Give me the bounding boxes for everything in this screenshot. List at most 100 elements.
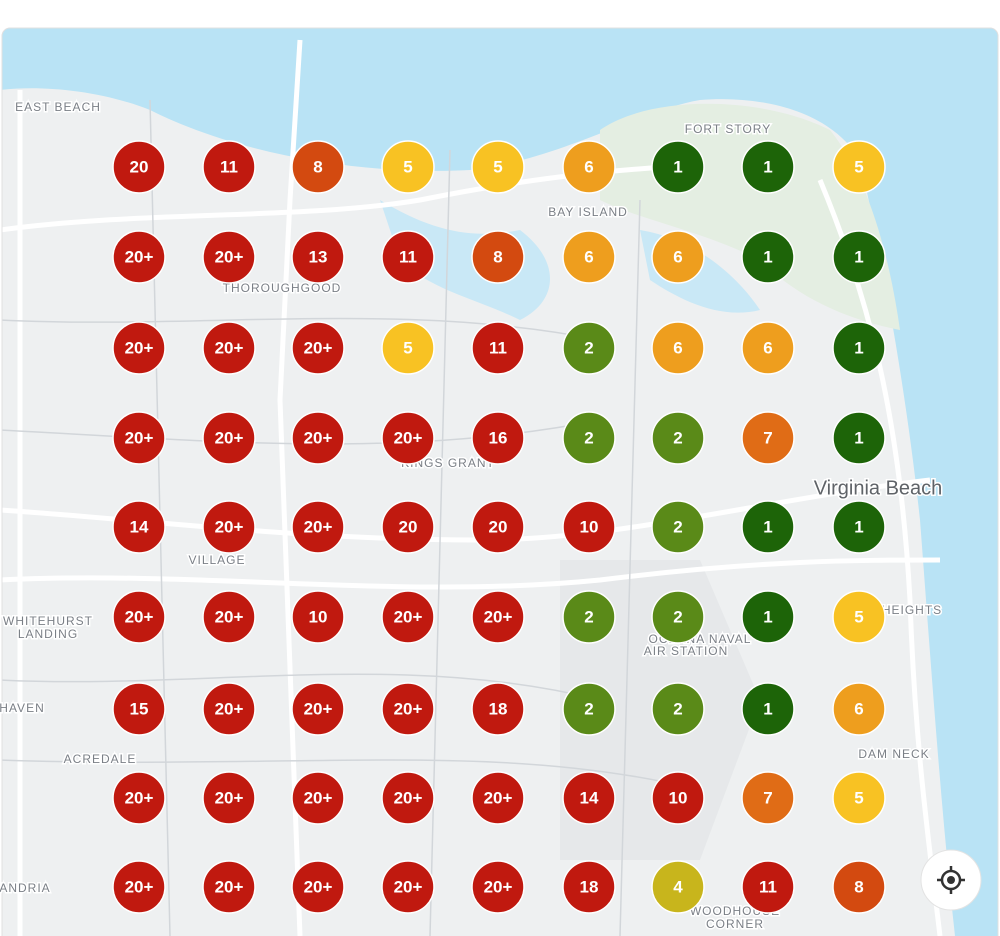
rank-circle bbox=[741, 140, 795, 194]
rank-pin: 5 bbox=[471, 140, 525, 194]
rank-label: 14 bbox=[580, 788, 599, 807]
rank-label: 2 bbox=[584, 699, 593, 718]
rank-circle bbox=[832, 411, 886, 465]
rank-circle bbox=[651, 771, 705, 825]
rank-pin: 5 bbox=[832, 771, 886, 825]
rank-circle bbox=[291, 500, 345, 554]
rank-circle bbox=[291, 140, 345, 194]
rank-label: 20+ bbox=[304, 517, 333, 536]
rank-label: 5 bbox=[493, 157, 502, 176]
rank-circle bbox=[832, 860, 886, 914]
rank-label: 7 bbox=[763, 428, 772, 447]
rank-circle bbox=[291, 771, 345, 825]
rank-pin: 16 bbox=[471, 411, 525, 465]
rank-circle bbox=[832, 321, 886, 375]
rank-label: 20+ bbox=[394, 428, 423, 447]
rank-label: 2 bbox=[584, 607, 593, 626]
rank-circle bbox=[291, 682, 345, 736]
rank-label: 6 bbox=[584, 247, 593, 266]
rank-pin: 2 bbox=[562, 411, 616, 465]
rank-label: 2 bbox=[584, 338, 593, 357]
rank-circle bbox=[471, 682, 525, 736]
rank-circle bbox=[832, 590, 886, 644]
map-label: ANDRIA bbox=[0, 881, 51, 895]
rank-pin: 20+ bbox=[112, 321, 166, 375]
rank-circle bbox=[832, 771, 886, 825]
rank-circle bbox=[112, 860, 166, 914]
rank-circle bbox=[832, 500, 886, 554]
rank-pin: 20+ bbox=[471, 860, 525, 914]
rank-circle bbox=[202, 682, 256, 736]
rank-label: 6 bbox=[673, 338, 682, 357]
rank-label: 20+ bbox=[304, 428, 333, 447]
rank-pin: 20+ bbox=[202, 500, 256, 554]
rank-circle bbox=[651, 590, 705, 644]
rank-circle bbox=[651, 140, 705, 194]
rank-label: 14 bbox=[130, 517, 149, 536]
rank-label: 1 bbox=[763, 517, 772, 536]
rank-circle bbox=[741, 771, 795, 825]
rank-label: 11 bbox=[489, 338, 507, 357]
rank-circle bbox=[562, 860, 616, 914]
rank-circle bbox=[202, 321, 256, 375]
rank-label: 20+ bbox=[215, 788, 244, 807]
rank-pin: 11 bbox=[381, 230, 435, 284]
rank-pin: 14 bbox=[112, 500, 166, 554]
rank-pin: 20+ bbox=[112, 771, 166, 825]
rank-label: 16 bbox=[489, 428, 508, 447]
rank-circle bbox=[112, 230, 166, 284]
rank-circle bbox=[471, 140, 525, 194]
rank-circle bbox=[202, 140, 256, 194]
rank-circle bbox=[562, 590, 616, 644]
rank-label: 5 bbox=[854, 788, 863, 807]
rank-pin: 5 bbox=[832, 140, 886, 194]
rank-pin: 13 bbox=[291, 230, 345, 284]
rank-circle bbox=[471, 590, 525, 644]
rank-label: 1 bbox=[854, 338, 863, 357]
rank-pin: 7 bbox=[741, 771, 795, 825]
rank-pin: 15 bbox=[112, 682, 166, 736]
rank-label: 7 bbox=[763, 788, 772, 807]
rank-label: 20+ bbox=[125, 338, 154, 357]
rank-label: 6 bbox=[854, 699, 863, 718]
rank-pin: 11 bbox=[202, 140, 256, 194]
rank-label: 20+ bbox=[215, 607, 244, 626]
rank-pin: 8 bbox=[832, 860, 886, 914]
rank-circle bbox=[381, 590, 435, 644]
map-label: HAVEN bbox=[0, 701, 45, 715]
rank-label: 2 bbox=[584, 428, 593, 447]
rank-circle bbox=[741, 230, 795, 284]
map-label: Virginia Beach bbox=[814, 477, 943, 499]
rank-pin: 18 bbox=[471, 682, 525, 736]
rank-label: 20+ bbox=[304, 699, 333, 718]
rank-pin: 20+ bbox=[291, 500, 345, 554]
rank-label: 20+ bbox=[125, 877, 154, 896]
rank-label: 20+ bbox=[394, 699, 423, 718]
rank-circle bbox=[112, 411, 166, 465]
rank-label: 4 bbox=[673, 877, 683, 896]
rank-pin: 20+ bbox=[202, 771, 256, 825]
rank-label: 5 bbox=[854, 607, 863, 626]
rank-label: 8 bbox=[313, 157, 322, 176]
rank-circle bbox=[381, 500, 435, 554]
rank-pin: 6 bbox=[832, 682, 886, 736]
rank-label: 6 bbox=[673, 247, 682, 266]
rank-circle bbox=[651, 321, 705, 375]
rank-label: 20+ bbox=[125, 788, 154, 807]
rank-circle bbox=[562, 230, 616, 284]
rank-label: 11 bbox=[399, 247, 417, 266]
rank-label: 11 bbox=[220, 157, 238, 176]
rank-pin: 20+ bbox=[471, 590, 525, 644]
rank-pin: 4 bbox=[651, 860, 705, 914]
rank-pin: 20+ bbox=[202, 321, 256, 375]
rank-pin: 2 bbox=[562, 321, 616, 375]
rank-label: 10 bbox=[580, 517, 599, 536]
rank-label: 18 bbox=[580, 877, 599, 896]
rank-circle bbox=[291, 411, 345, 465]
rank-pin: 7 bbox=[741, 411, 795, 465]
locate-button[interactable] bbox=[920, 849, 982, 911]
rank-label: 5 bbox=[854, 157, 863, 176]
rank-label: 1 bbox=[854, 517, 863, 536]
rank-label: 8 bbox=[854, 877, 863, 896]
